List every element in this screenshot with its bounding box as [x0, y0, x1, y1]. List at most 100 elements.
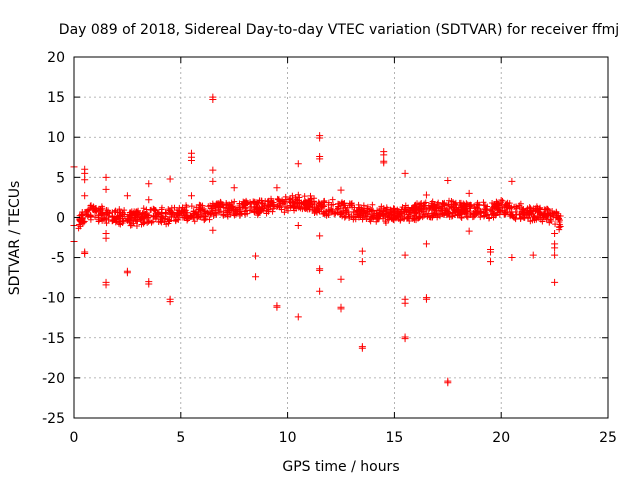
band-point	[364, 203, 371, 210]
band-point	[241, 199, 248, 206]
band-point	[556, 218, 563, 225]
band-point	[488, 212, 495, 219]
band-point	[301, 193, 308, 200]
band-point	[486, 214, 493, 221]
band-point	[184, 213, 191, 220]
band-point	[454, 211, 461, 218]
band-point	[295, 191, 302, 198]
band-point	[246, 207, 253, 214]
band-point	[286, 198, 293, 205]
outlier-point	[102, 234, 110, 242]
band-point	[450, 207, 457, 214]
band-point	[178, 208, 185, 215]
band-point	[480, 199, 487, 206]
band-point	[442, 207, 449, 214]
band-point	[193, 204, 200, 211]
band-point	[329, 196, 336, 203]
outlier-point	[123, 192, 131, 200]
band-point	[293, 205, 300, 212]
outlier-point	[102, 185, 110, 193]
band-point	[477, 214, 484, 221]
x-tick-label: 15	[385, 430, 403, 446]
band-point	[335, 200, 342, 207]
band-point	[303, 204, 310, 211]
band-point	[441, 202, 448, 209]
band-point	[395, 215, 402, 222]
band-point	[296, 203, 303, 210]
band-point	[556, 226, 563, 233]
band-point	[458, 214, 465, 221]
band-point	[541, 210, 548, 217]
band-point	[269, 208, 276, 215]
band-point	[547, 212, 554, 219]
band-point	[174, 216, 181, 223]
band-point	[333, 206, 340, 213]
outlier-point	[358, 344, 366, 352]
band-point	[239, 203, 246, 210]
x-tick-label: 5	[176, 430, 185, 446]
outlier-point	[337, 275, 345, 283]
band-point	[527, 218, 534, 225]
band-point	[305, 198, 312, 205]
band-point	[258, 200, 265, 207]
outlier-point	[422, 240, 430, 248]
band-point	[503, 200, 510, 207]
outlier-point	[337, 186, 345, 194]
band-point	[533, 214, 540, 221]
data-band	[75, 191, 564, 233]
band-point	[345, 208, 352, 215]
band-point	[99, 205, 106, 212]
band-point	[152, 215, 159, 222]
y-tick-label: 20	[47, 50, 65, 66]
outlier-point	[209, 96, 217, 104]
band-point	[109, 218, 116, 225]
band-point	[212, 210, 219, 217]
band-point	[334, 209, 341, 216]
band-point	[318, 201, 325, 208]
band-point	[363, 215, 370, 222]
outlier-point	[529, 251, 537, 259]
outlier-point	[422, 295, 430, 303]
band-point	[391, 205, 398, 212]
band-point	[282, 203, 289, 210]
band-point	[195, 209, 202, 216]
band-point	[458, 214, 465, 221]
x-tick-label: 0	[70, 430, 79, 446]
band-point	[103, 220, 110, 227]
band-point	[87, 202, 94, 209]
band-point	[92, 214, 99, 221]
band-point	[433, 204, 440, 211]
band-point	[215, 206, 222, 213]
outlier-point	[123, 269, 131, 277]
band-point	[237, 208, 244, 215]
band-point	[489, 199, 496, 206]
outlier-point	[401, 299, 409, 307]
band-point	[410, 210, 417, 217]
band-point	[279, 197, 286, 204]
band-point	[384, 206, 391, 213]
band-point	[227, 202, 234, 209]
band-point	[507, 213, 514, 220]
outlier-point	[316, 155, 324, 163]
band-point	[383, 207, 390, 214]
band-point	[504, 199, 511, 206]
band-point	[191, 218, 198, 225]
outlier-point	[401, 251, 409, 259]
band-point	[145, 218, 152, 225]
band-point	[554, 213, 561, 220]
band-point	[519, 205, 526, 212]
band-point	[455, 207, 462, 214]
band-point	[197, 202, 204, 209]
band-point	[446, 197, 453, 204]
outlier-point	[401, 169, 409, 177]
x-tick-label: 10	[279, 430, 297, 446]
band-point	[520, 209, 527, 216]
band-point	[205, 210, 212, 217]
band-point	[143, 206, 150, 213]
outlier-point	[358, 247, 366, 255]
outlier-point	[166, 298, 174, 306]
band-point	[91, 208, 98, 215]
band-point	[423, 206, 430, 213]
band-point	[217, 208, 224, 215]
